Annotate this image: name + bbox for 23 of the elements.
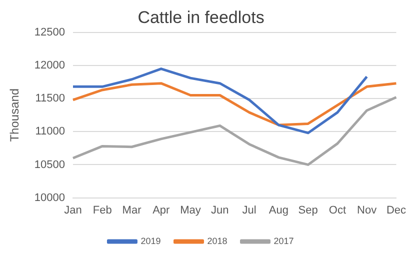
- x-tick-label: Mar: [122, 204, 142, 216]
- x-tick-label: Nov: [357, 204, 378, 216]
- y-tick-label: 10000: [34, 192, 65, 204]
- y-axis-title: Thousand: [8, 88, 22, 142]
- y-tick-label: 11500: [35, 92, 65, 105]
- x-tick-label: Apr: [152, 204, 170, 216]
- y-tick-label: 10500: [34, 158, 65, 171]
- chart-title: Cattle in feedlots: [138, 8, 264, 27]
- x-tick-label: Jul: [242, 204, 256, 216]
- y-tick-label: 12000: [34, 60, 65, 72]
- x-tick-label: Feb: [92, 204, 112, 216]
- x-tick-label: Sep: [298, 204, 318, 216]
- x-tick-label: Oct: [328, 204, 346, 216]
- y-tick-label: 11000: [35, 126, 65, 138]
- x-tick-label: May: [180, 204, 202, 216]
- y-tick-label: 12500: [34, 26, 65, 38]
- legend-label: 2018: [207, 236, 228, 246]
- x-tick-label: Jun: [211, 204, 229, 216]
- x-tick-label: Jan: [64, 204, 82, 216]
- legend-label: 2019: [140, 236, 161, 246]
- x-tick-label: Dec: [386, 204, 406, 216]
- legend-label: 2017: [274, 236, 294, 246]
- x-tick-label: Aug: [268, 204, 288, 216]
